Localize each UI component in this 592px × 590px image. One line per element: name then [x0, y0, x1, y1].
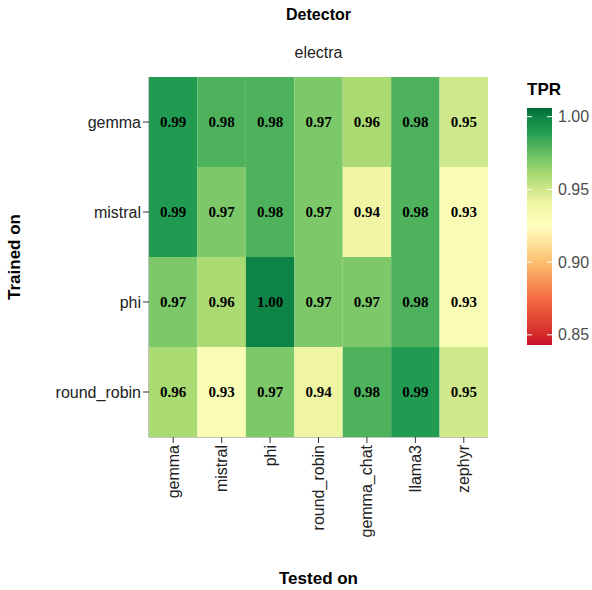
svg-text:0.98: 0.98: [209, 114, 235, 130]
svg-text:TPR: TPR: [527, 80, 561, 99]
svg-text:Trained on: Trained on: [8, 214, 24, 300]
svg-text:0.95: 0.95: [451, 114, 477, 130]
svg-text:0.99: 0.99: [402, 384, 428, 400]
svg-text:zephyr: zephyr: [455, 444, 472, 493]
svg-text:mistral: mistral: [213, 445, 230, 492]
svg-text:0.96: 0.96: [160, 384, 187, 400]
svg-text:Detector: Detector: [286, 6, 351, 23]
svg-text:0.98: 0.98: [257, 114, 283, 130]
svg-text:0.90: 0.90: [558, 254, 584, 271]
svg-text:0.94: 0.94: [354, 204, 381, 220]
svg-text:0.85: 0.85: [558, 326, 584, 343]
svg-text:0.98: 0.98: [354, 384, 380, 400]
svg-text:0.95: 0.95: [558, 181, 584, 198]
svg-text:gemma_chat: gemma_chat: [358, 444, 376, 537]
svg-text:0.97: 0.97: [305, 294, 332, 310]
svg-text:round_robin: round_robin: [310, 445, 328, 530]
svg-text:round_robin: round_robin: [56, 384, 141, 402]
svg-text:0.97: 0.97: [160, 294, 187, 310]
svg-text:0.97: 0.97: [354, 294, 381, 310]
svg-text:0.98: 0.98: [257, 204, 283, 220]
svg-text:0.93: 0.93: [451, 294, 477, 310]
svg-text:0.99: 0.99: [160, 114, 186, 130]
svg-text:0.97: 0.97: [257, 384, 284, 400]
svg-text:1.00: 1.00: [558, 108, 584, 125]
svg-text:0.97: 0.97: [209, 204, 236, 220]
svg-text:1.00: 1.00: [257, 294, 283, 310]
svg-text:phi: phi: [262, 445, 279, 466]
svg-text:0.93: 0.93: [451, 204, 477, 220]
svg-text:0.99: 0.99: [160, 204, 186, 220]
svg-text:Tested on: Tested on: [279, 569, 358, 588]
svg-text:electra: electra: [294, 44, 342, 61]
svg-text:gemma: gemma: [165, 445, 182, 498]
svg-text:0.97: 0.97: [305, 114, 332, 130]
svg-text:0.94: 0.94: [305, 384, 332, 400]
svg-text:gemma: gemma: [88, 114, 141, 131]
svg-text:0.97: 0.97: [305, 204, 332, 220]
svg-text:0.98: 0.98: [402, 114, 428, 130]
svg-text:mistral: mistral: [94, 204, 141, 221]
svg-text:0.96: 0.96: [209, 294, 236, 310]
svg-text:0.93: 0.93: [209, 384, 235, 400]
svg-text:0.98: 0.98: [402, 294, 428, 310]
svg-text:llama3: llama3: [407, 445, 424, 492]
svg-text:0.98: 0.98: [402, 204, 428, 220]
svg-text:phi: phi: [120, 294, 141, 311]
svg-text:0.96: 0.96: [354, 114, 381, 130]
svg-text:0.95: 0.95: [451, 384, 477, 400]
